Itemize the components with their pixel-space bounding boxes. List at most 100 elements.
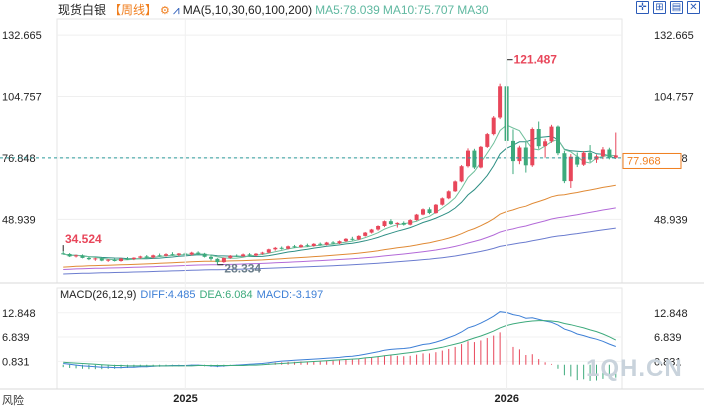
price-tick-left: 48.939: [2, 214, 36, 226]
period-selector[interactable]: 【周线】: [109, 3, 158, 17]
candle-body: [228, 255, 233, 258]
candle-body: [260, 252, 265, 254]
macd-diff-line: [63, 311, 616, 369]
candle-body: [286, 246, 291, 249]
candle-body: [523, 147, 528, 166]
candle-body: [331, 242, 336, 244]
layout-icon[interactable]: ▤: [670, 1, 683, 14]
candle-body: [401, 222, 406, 225]
price-tick-left: 104.757: [2, 92, 42, 104]
macd-tick-right: 12.848: [654, 308, 688, 320]
candle-body: [164, 254, 168, 256]
ma5-value: MA5:78.039: [315, 3, 380, 17]
macd-tick-left: 12.848: [2, 308, 36, 320]
candle-body: [459, 166, 464, 182]
candle-body: [318, 243, 323, 245]
candle-body: [549, 126, 554, 142]
candle-body: [388, 221, 393, 225]
candle-body: [138, 256, 143, 258]
candle-body: [209, 256, 213, 259]
candle-body: [568, 156, 573, 182]
candle-body: [61, 253, 66, 255]
candle-body: [106, 259, 111, 261]
settings-icon[interactable]: ⚙: [160, 5, 170, 17]
candle-body: [131, 257, 136, 259]
candle-body: [433, 204, 438, 214]
ma30-line: [63, 184, 616, 268]
macd-dea: DEA:6.084: [199, 289, 253, 301]
candle-body: [241, 254, 246, 257]
candle-body: [453, 181, 458, 192]
candle-body: [421, 209, 425, 215]
candle-body: [221, 257, 226, 263]
candle-body: [112, 259, 117, 261]
candle-body: [414, 214, 419, 221]
candle-body: [279, 247, 284, 249]
candle-body: [119, 258, 123, 261]
candle-body: [144, 256, 149, 258]
candle-body: [511, 140, 515, 162]
price-tick-right: 48.939: [654, 214, 688, 226]
instrument-name: 现货白银: [58, 3, 107, 17]
candle-body: [254, 253, 258, 256]
price-tick-left: 76.848: [2, 153, 36, 165]
toolbar: ✛ ⊞ ▤ ✕: [636, 1, 700, 14]
macd-tick-right: 6.839: [654, 332, 682, 344]
candle-body: [530, 129, 535, 166]
ma100-line: [63, 227, 616, 275]
candle-body: [472, 150, 477, 168]
chart-header: 现货白银 【周线】 ⚙ ⩘ MA(5,10,30,60,100,200) MA5:78.0…: [0, 2, 492, 18]
left-high-annotation: 34.524: [65, 232, 102, 246]
candle-body: [93, 258, 98, 260]
candle-body: [202, 253, 207, 257]
candle-body: [588, 152, 593, 160]
candle-body: [86, 257, 91, 260]
crosshair-icon[interactable]: ✛: [636, 1, 649, 14]
macd-tick-left: 6.839: [2, 332, 30, 344]
candle-body: [556, 126, 560, 154]
ma30-value: MA30: [457, 3, 489, 17]
candle-body: [376, 226, 381, 230]
candle-body: [369, 229, 374, 233]
candle-body: [575, 156, 580, 165]
candle-body: [343, 238, 348, 242]
candle-body: [446, 191, 451, 199]
candle-body: [491, 117, 496, 135]
candle-body: [305, 245, 310, 247]
candle-body: [196, 252, 201, 254]
candle-body: [189, 252, 194, 255]
current-price-value: 77.968: [627, 155, 661, 167]
candle-body: [311, 243, 316, 246]
macd-diff: DIFF:4.485: [140, 289, 196, 301]
candle-body: [125, 258, 130, 260]
candle-body: [382, 221, 387, 226]
ma-icon: ⩘: [172, 3, 180, 17]
watermark: 1QH.CN: [586, 355, 683, 382]
candle-body: [478, 146, 483, 168]
candle-body: [273, 247, 278, 250]
candle-body: [600, 149, 605, 157]
price-tick-right: 132.665: [654, 30, 694, 42]
candle-body: [350, 238, 355, 240]
macd-tick-right: 0.831: [654, 356, 682, 368]
candle-body: [234, 255, 239, 257]
zoom-fit-icon[interactable]: ⊞: [653, 1, 666, 14]
candle-body: [247, 254, 252, 256]
candle-body: [151, 255, 156, 258]
candle-body: [170, 254, 175, 256]
candle-body: [581, 152, 586, 165]
candle-body: [80, 255, 85, 258]
close-icon[interactable]: ✕: [687, 1, 700, 14]
low-annotation: 28.334: [224, 262, 261, 276]
candle-body: [562, 153, 567, 182]
candle-body: [363, 232, 368, 236]
current-price-tag: [622, 152, 682, 169]
candle-body: [536, 129, 541, 147]
candle-body: [607, 149, 612, 158]
candle-body: [215, 258, 220, 263]
macd-dea-line: [63, 320, 617, 367]
candle-body: [74, 255, 79, 257]
ma-label: MA(5,10,30,60,100,200): [182, 3, 313, 17]
ma10-value: MA10:75.707: [382, 3, 455, 17]
